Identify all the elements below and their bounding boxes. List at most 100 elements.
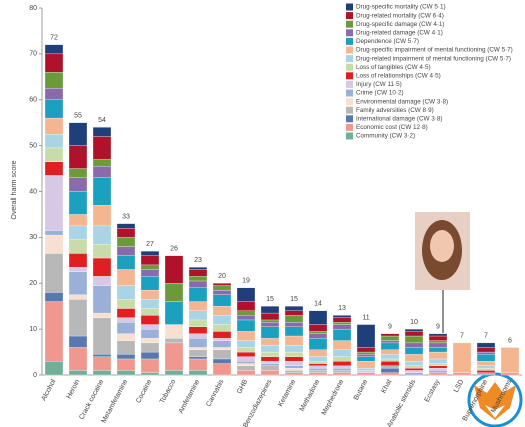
bar-segment [380,354,400,360]
bar-segment [236,319,256,332]
bar-segment [140,299,160,309]
bar-segment [260,363,280,366]
bar-segment [404,365,424,369]
bar-segment [404,335,424,344]
bar-segment [92,136,112,160]
bar-segment [188,287,208,302]
bar-segment [236,365,256,371]
bar-segment [404,342,424,348]
bar-segment [140,324,160,330]
bar-segment [188,319,208,327]
bar-segment [332,340,352,350]
bar-segment [404,361,424,366]
bar-segment [164,255,184,284]
bar-segment [164,283,184,302]
bar-segment [236,340,256,348]
bar-segment [44,253,64,293]
bar-segment [164,338,184,344]
bar-segment [356,367,376,371]
legend-label: Environmental damage (CW 3·8) [356,98,448,105]
bar-segment [116,299,136,309]
bar-segment [92,354,112,357]
bar-segment [308,333,328,339]
total-label: 11 [362,314,369,321]
bar-segment [308,365,328,369]
legend-label: Economic cost (CW 12·8) [356,124,428,131]
bar-segment [68,294,88,300]
bar-segment [332,365,352,369]
x-tick-label: Metamfetamine [101,378,130,424]
bar-segment [404,370,424,373]
bar-segment [356,372,376,376]
legend-label: Drug-related mortality (CW 6·4) [356,12,444,19]
bar-segment [188,349,208,357]
bar-segment [140,264,160,270]
bar-segment [68,347,88,371]
bar-segment [188,358,208,371]
legend-label: Drug-specific impairment of mental funct… [356,47,513,54]
total-label: 15 [290,296,298,303]
bar-segment [236,301,256,311]
fox-logo [467,372,523,427]
bar-segment [68,299,88,337]
bar-segment [140,276,160,291]
total-label: 23 [194,257,202,264]
bar-segment [404,331,424,337]
bar-segment [188,347,208,350]
x-tick-label: Heroin [66,378,82,400]
bar-segment [44,301,64,362]
bar-segment [476,365,496,369]
x-tick-label: Tobacco [159,378,177,404]
total-label: 6 [508,337,512,344]
bar-segment [212,358,232,364]
bar-segment [116,354,136,360]
bar-segment [140,289,160,300]
bar-segment [332,372,352,376]
bar-segment [68,271,88,295]
x-tick-label: Methadone [299,378,322,412]
x-tick-label: Crack cocaine [78,378,105,421]
y-tick-label: 20 [29,280,37,287]
photo-face [430,230,454,262]
bar-segment [452,372,472,376]
legend-swatch [346,123,353,131]
bar-segment [500,347,520,373]
bar-segment [428,365,448,369]
legend-swatch [346,37,353,45]
bar-segment [116,223,136,229]
bar-segment [164,301,184,325]
y-tick-label: 50 [29,142,37,149]
bar-segment [44,361,64,376]
bar-segment [332,322,352,325]
x-tick-label: GHB [236,378,249,395]
bar-segment [236,347,256,353]
bar-segment [260,322,280,327]
bar-segment [308,338,328,350]
bar-segment [356,354,376,357]
bar-segment [44,134,64,149]
bar-segment [116,322,136,334]
bar-segment [284,370,304,373]
bar-segment [188,301,208,311]
bar-segment [380,340,400,344]
bar-segment [140,255,160,266]
legend-swatch [346,55,353,63]
legend-swatch [346,3,353,11]
bar-segment [428,372,448,376]
total-label: 15 [266,296,274,303]
bar-segment [356,324,376,348]
bar-segment [92,257,112,277]
bar-segment [476,354,496,362]
bar-segment [68,370,88,376]
bar-segment [68,168,88,178]
bar-segment [284,326,304,337]
bar-segment [380,372,400,376]
bar-segment [92,127,112,137]
bar-segment [332,367,352,371]
bar-segment [212,315,232,325]
bar-segment [188,356,208,360]
total-label: 13 [338,305,346,312]
bar-segment [44,175,64,231]
bar-segment [404,367,424,371]
